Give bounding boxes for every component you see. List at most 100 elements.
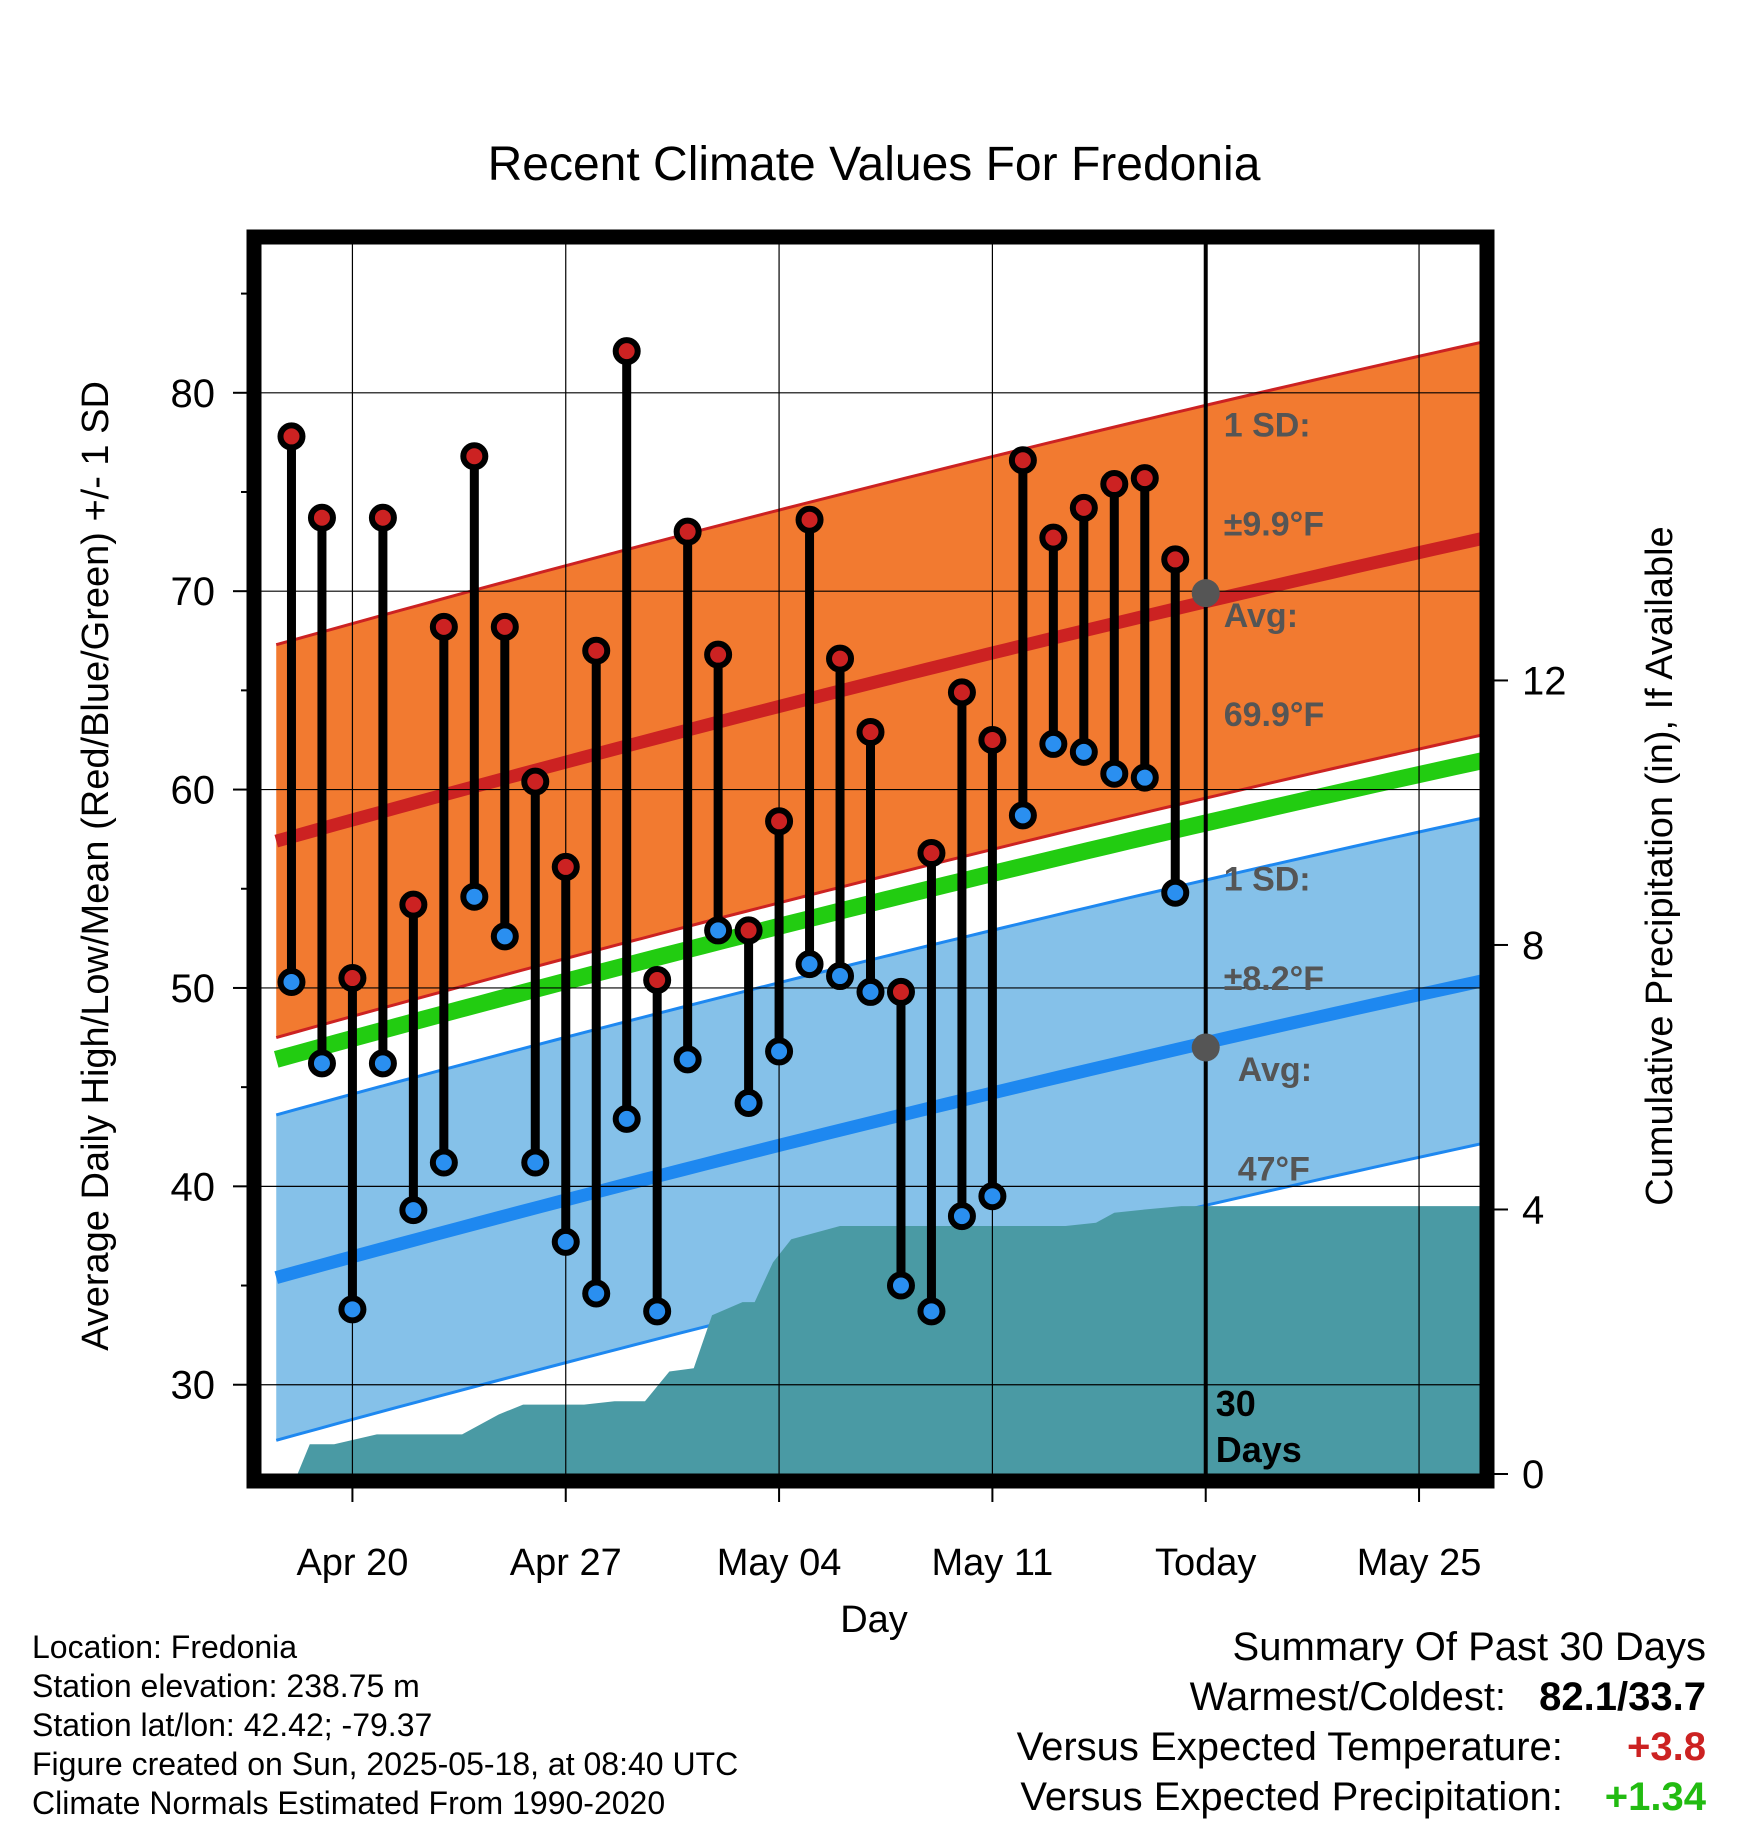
high-point	[368, 503, 397, 532]
high-sd-upper-line	[275, 341, 1480, 647]
y-axis-label: Average Daily High/Low/Mean (Red/Blue/Gr…	[75, 381, 117, 1351]
high-sd-value: ±9.9°F	[1224, 506, 1324, 544]
x-tick-label: May 25	[1357, 1542, 1482, 1584]
low-point	[521, 1148, 550, 1177]
y2-tick-label: 8	[1522, 924, 1544, 968]
x-tick-label: Apr 20	[296, 1542, 408, 1584]
high-avg-label: Avg:	[1224, 597, 1298, 635]
high-point	[765, 807, 794, 836]
low-point	[704, 916, 733, 945]
low-point	[673, 1045, 702, 1074]
high-point	[307, 503, 336, 532]
high-point	[1008, 446, 1037, 475]
y-tick-label: 60	[171, 769, 216, 813]
warm-cold-label: Warmest/Coldest:	[1189, 1675, 1507, 1719]
high-point	[521, 767, 550, 796]
y-tick-label: 80	[171, 372, 216, 416]
days-label-text: Days	[1216, 1429, 1302, 1470]
summary-title: Summary Of Past 30 Days	[1232, 1625, 1706, 1669]
high-point	[1069, 493, 1098, 522]
high-average-line	[274, 532, 1480, 848]
plot-area: 1 SD: ±9.9°F Avg: 69.9°F 1 SD: ±8.2°F Avg: 47°F…	[171, 229, 1567, 1584]
x-tick-label: Apr 27	[510, 1542, 622, 1584]
warm-cold-value: 82.1/33.7	[1539, 1675, 1706, 1719]
high-point	[643, 966, 672, 995]
low-point	[1100, 759, 1129, 788]
low-point	[338, 1295, 367, 1324]
high-point	[947, 678, 976, 707]
high-point	[551, 852, 580, 881]
low-sd-label: 1 SD:	[1224, 861, 1311, 899]
high-avg-value: 69.9°F	[1224, 696, 1325, 734]
low-point	[856, 977, 885, 1006]
high-point	[1039, 523, 1068, 552]
low-point	[947, 1202, 976, 1231]
low-point	[612, 1104, 641, 1133]
high-point	[704, 640, 733, 669]
temp-label: Versus Expected Temperature:	[1016, 1725, 1563, 1769]
low-point	[795, 950, 824, 979]
x-tick-label: Today	[1155, 1542, 1256, 1584]
low-point	[490, 922, 519, 951]
low-point	[368, 1049, 397, 1078]
location-text: Location: Fredonia	[32, 1629, 298, 1665]
high-sd-lower-line	[275, 733, 1480, 1039]
low-point	[917, 1297, 946, 1326]
x-tick-label: May 04	[717, 1542, 842, 1584]
low-point	[460, 882, 489, 911]
y2-tick-label: 4	[1522, 1188, 1544, 1232]
chart-title: Recent Climate Values For Fredonia	[488, 138, 1261, 191]
high-point	[795, 505, 824, 534]
low-point	[1069, 737, 1098, 766]
temp-row: Versus Expected Temperature: +3.8	[1017, 1722, 1706, 1772]
y2-tick-label: 0	[1522, 1453, 1544, 1497]
low-point	[978, 1182, 1007, 1211]
mean-average-line	[273, 752, 1480, 1068]
low-point	[1161, 878, 1190, 907]
low-point	[582, 1279, 611, 1308]
high-point	[978, 725, 1007, 754]
high-point	[856, 718, 885, 747]
high-point	[429, 612, 458, 641]
normals-text: Climate Normals Estimated From 1990-2020	[32, 1785, 666, 1821]
high-point	[338, 964, 367, 993]
precip-row: Versus Expected Precipitation: +1.34	[1017, 1772, 1706, 1822]
x-axis-label: Day	[840, 1599, 908, 1641]
low-average-marker	[1191, 1033, 1220, 1062]
low-point	[765, 1037, 794, 1066]
high-sd-label: 1 SD:	[1224, 406, 1311, 444]
y-tick-label: 70	[171, 570, 216, 614]
high-average-marker	[1191, 579, 1220, 608]
y-tick-label: 30	[171, 1364, 216, 1408]
latlon-text: Station lat/lon: 42.42; -79.37	[32, 1707, 433, 1743]
low-point	[551, 1227, 580, 1256]
created-text: Figure created on Sun, 2025-05-18, at 08…	[32, 1746, 739, 1782]
x-tick-label: May 11	[932, 1542, 1054, 1584]
y-tick-label: 40	[171, 1165, 216, 1209]
high-point	[1130, 464, 1159, 493]
precip-value: +1.34	[1604, 1775, 1706, 1819]
y2-tick-label: 12	[1522, 659, 1567, 703]
low-point	[277, 968, 306, 996]
low-avg-value: 47°F	[1238, 1150, 1310, 1188]
high-point	[490, 612, 519, 641]
high-point	[673, 517, 702, 546]
high-point	[1100, 470, 1129, 499]
low-point	[886, 1271, 915, 1300]
precip-label: Versus Expected Precipitation:	[1020, 1775, 1563, 1819]
low-sd-upper-line	[275, 817, 1480, 1117]
summary-panel: Summary Of Past 30 Days Warmest/Coldest:…	[1017, 1622, 1706, 1822]
temp-value: +3.8	[1627, 1725, 1706, 1769]
high-point	[826, 644, 855, 673]
low-point	[399, 1196, 428, 1225]
low-point	[734, 1089, 763, 1118]
low-point	[307, 1049, 336, 1078]
station-info: Location: Fredonia Station elevation: 23…	[32, 1628, 738, 1823]
low-point	[429, 1148, 458, 1177]
warm-cold-row: Warmest/Coldest: 82.1/33.7	[1017, 1672, 1706, 1722]
low-point	[643, 1297, 672, 1326]
high-point	[1161, 545, 1190, 574]
plot-clipped	[261, 244, 1480, 1474]
high-point	[734, 916, 763, 945]
